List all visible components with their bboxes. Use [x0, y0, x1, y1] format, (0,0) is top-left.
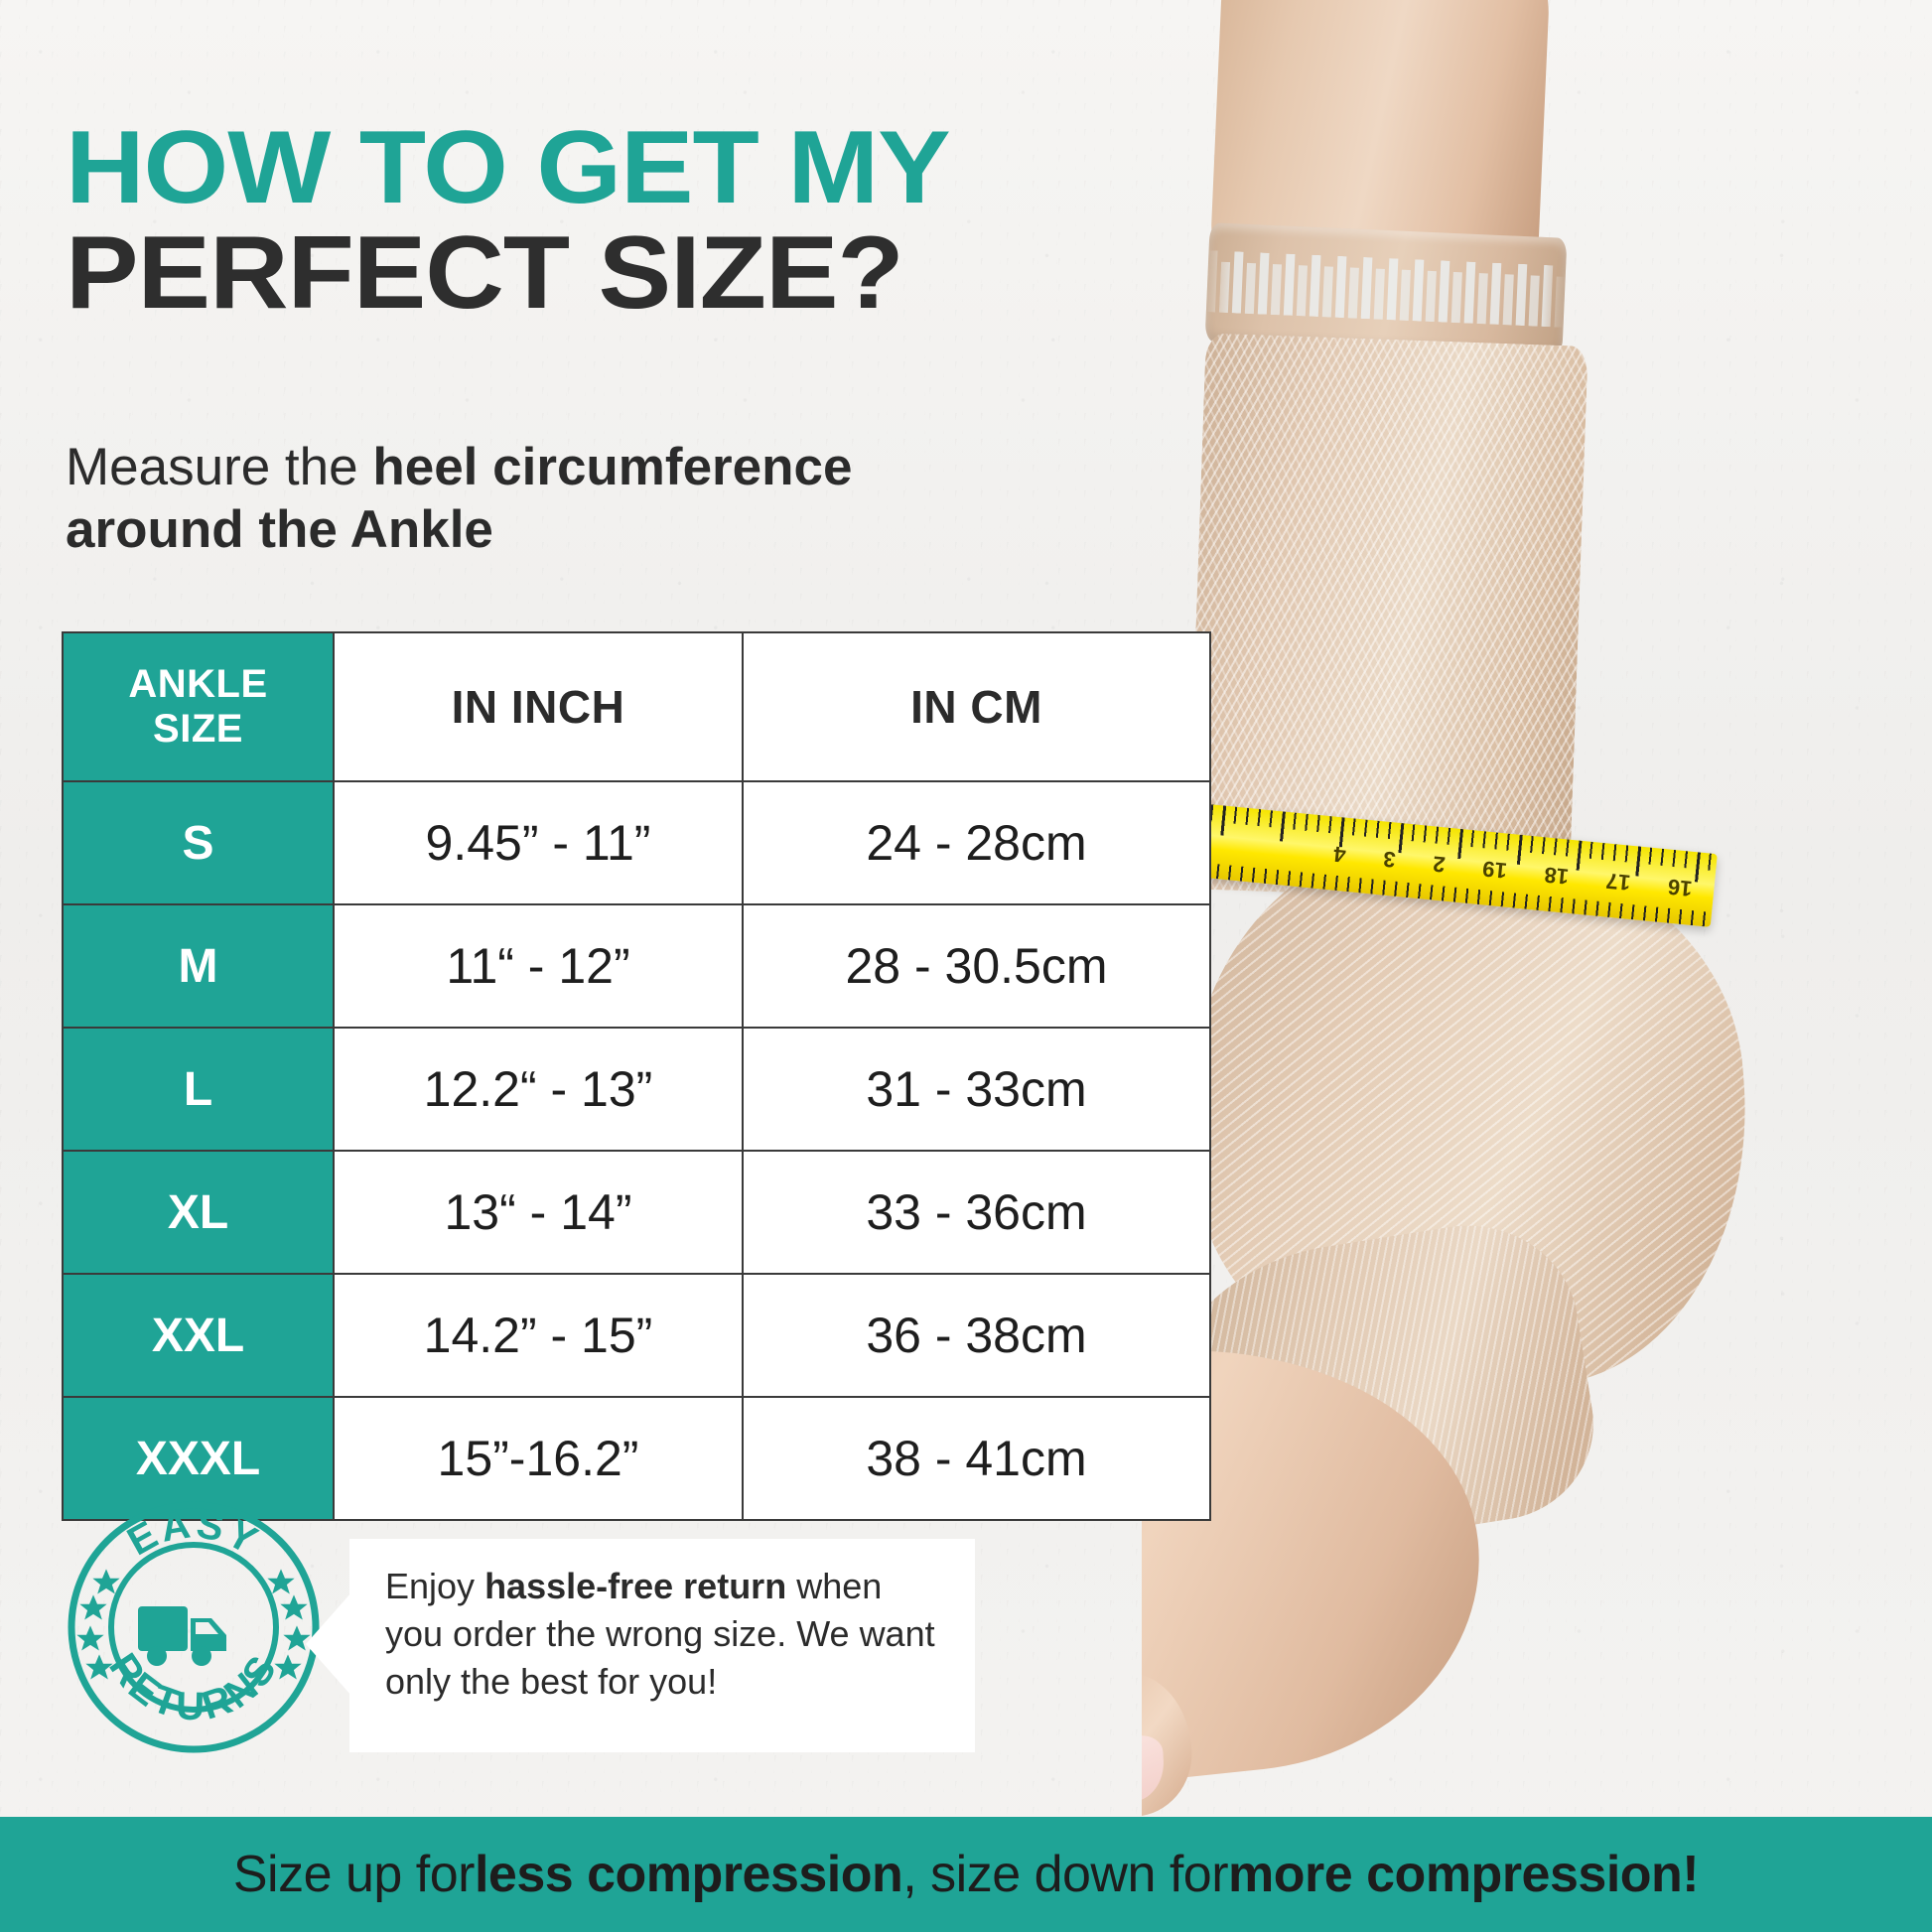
banner-bold-2: more compression!: [1228, 1846, 1700, 1903]
cell-inch: 15”-16.2”: [333, 1396, 744, 1521]
banner-prefix: Size up for: [232, 1846, 476, 1903]
cuff-dot-pattern: [1205, 250, 1567, 328]
table-row: M 11“ - 12” 28 - 30.5cm: [62, 903, 1212, 1029]
table-row: XL 13“ - 14” 33 - 36cm: [62, 1150, 1212, 1275]
ankle-size-line2: SIZE: [153, 707, 243, 751]
column-header-in-inch: IN INCH: [333, 631, 744, 782]
ankle-size-line1: ANKLE: [128, 662, 268, 707]
cell-cm: 38 - 41cm: [741, 1396, 1212, 1521]
cell-inch: 12.2“ - 13”: [333, 1027, 744, 1152]
callout-suffix: when you order the wrong size. We want o…: [385, 1566, 935, 1702]
column-header-in-cm: IN CM: [741, 631, 1212, 782]
banner-middle: , size down for: [902, 1846, 1229, 1903]
star-decoration: [76, 1569, 311, 1680]
tape-tick-label: 18: [1543, 862, 1571, 890]
tape-tick-label: 4: [1332, 841, 1347, 868]
size-chart-table: ANKLE SIZE IN INCH IN CM S 9.45” - 11” 2…: [62, 631, 1212, 1521]
table-row: XXL 14.2” - 15” 36 - 38cm: [62, 1273, 1212, 1398]
subtitle-prefix: Measure the: [66, 438, 373, 496]
cell-cm: 36 - 38cm: [741, 1273, 1212, 1398]
table-header-row: ANKLE SIZE IN INCH IN CM: [62, 631, 1212, 782]
table-header: ANKLE SIZE IN INCH IN CM: [62, 631, 1212, 782]
cell-cm: 33 - 36cm: [741, 1150, 1212, 1275]
cell-size: XXXL: [62, 1396, 335, 1521]
cell-inch: 9.45” - 11”: [333, 780, 744, 905]
column-header-ankle-size: ANKLE SIZE: [62, 631, 335, 782]
badge-top-text: EASY: [120, 1502, 263, 1564]
tape-tick-label: 3: [1382, 846, 1397, 873]
cell-size: XL: [62, 1150, 335, 1275]
compression-banner: Size up for less compression, size down …: [0, 1817, 1932, 1932]
cell-cm: 28 - 30.5cm: [741, 903, 1212, 1029]
subtitle-bold-2: around the Ankle: [66, 499, 493, 559]
cell-inch: 13“ - 14”: [333, 1150, 744, 1275]
product-photo-ankle-sleeve: 16 17 18 19 2 3 4: [1142, 0, 1932, 1817]
heading-line-2: PERFECT SIZE?: [66, 214, 904, 331]
delivery-truck-icon: [138, 1606, 226, 1666]
callout-prefix: Enjoy: [385, 1566, 485, 1606]
cell-size: XXL: [62, 1273, 335, 1398]
cell-cm: 31 - 33cm: [741, 1027, 1212, 1152]
table-row: L 12.2“ - 13” 31 - 33cm: [62, 1027, 1212, 1152]
table-row: S 9.45” - 11” 24 - 28cm: [62, 780, 1212, 905]
banner-bold-1: less compression: [474, 1846, 903, 1903]
returns-callout-box: Enjoy hassle-free return when you order …: [306, 1539, 975, 1752]
page-title: HOW TO GET MY PERFECT SIZE?: [66, 116, 951, 325]
svg-text:EASY: EASY: [120, 1502, 266, 1564]
tape-tick-label: 2: [1432, 851, 1447, 878]
table-body: S 9.45” - 11” 24 - 28cm M 11“ - 12” 28 -…: [62, 780, 1212, 1521]
callout-bold: hassle-free return: [484, 1566, 787, 1606]
measurement-instruction: Measure the heel circumference around th…: [66, 437, 1118, 561]
cell-cm: 24 - 28cm: [741, 780, 1212, 905]
tape-tick-label: 19: [1481, 856, 1508, 884]
cell-inch: 14.2” - 15”: [333, 1273, 744, 1398]
table-row: XXXL 15”-16.2” 38 - 41cm: [62, 1396, 1212, 1521]
tape-tick-label: 17: [1604, 868, 1632, 896]
cell-size: L: [62, 1027, 335, 1152]
heading-line-1: HOW TO GET MY: [66, 110, 951, 225]
cell-size: M: [62, 903, 335, 1029]
cell-size: S: [62, 780, 335, 905]
subtitle-bold-1: heel circumference: [372, 438, 853, 496]
toenail: [1142, 1733, 1167, 1805]
callout-arrow: [306, 1592, 351, 1696]
easy-returns-badge: EASY RETURNS: [64, 1497, 324, 1757]
cell-inch: 11“ - 12”: [333, 903, 744, 1029]
tape-tick-label: 16: [1666, 874, 1694, 901]
